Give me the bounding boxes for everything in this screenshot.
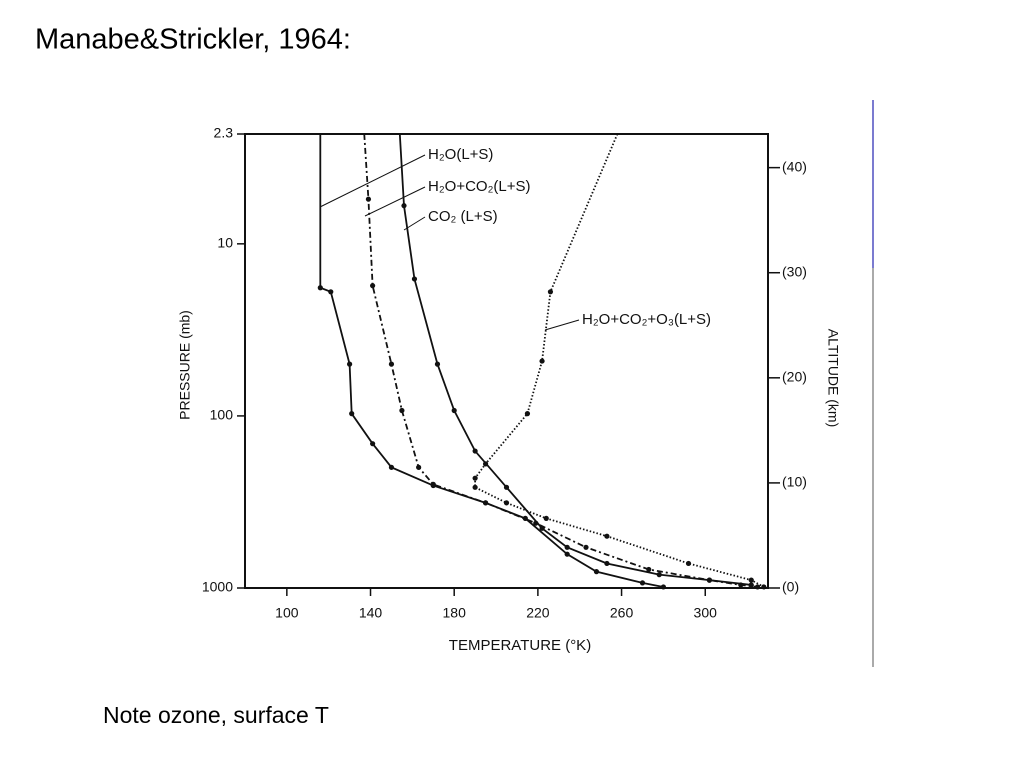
- x-tick-label: 100: [275, 605, 299, 621]
- data-point: [347, 361, 353, 367]
- data-point: [656, 572, 662, 578]
- series-label: H₂O(L+S): [428, 146, 493, 163]
- data-point: [401, 203, 407, 209]
- data-point: [434, 361, 441, 367]
- data-point: [503, 500, 510, 506]
- data-point: [472, 475, 478, 481]
- y2-tick-label: (40): [782, 158, 807, 174]
- data-point: [365, 196, 372, 202]
- data-point: [646, 566, 652, 573]
- slide-title: Manabe&Strickler, 1964:: [35, 24, 351, 56]
- leader-line: [403, 216, 426, 231]
- x-axis-label: TEMPERATURE (°K): [449, 637, 591, 654]
- data-point: [593, 569, 600, 575]
- data-point: [524, 411, 531, 417]
- y-tick-label: 100: [210, 407, 234, 423]
- series-label: CO₂ (L+S): [428, 208, 498, 225]
- data-point: [583, 544, 589, 550]
- series-label: H₂O+CO₂(L+S): [428, 178, 531, 195]
- data-point: [388, 361, 395, 367]
- slide-note: Note ozone, surface T: [103, 702, 329, 728]
- data-point: [748, 582, 754, 588]
- series-line: [363, 133, 758, 588]
- series-line: [474, 133, 765, 588]
- data-point: [399, 407, 405, 414]
- data-point: [539, 358, 545, 364]
- data-point: [761, 584, 767, 590]
- data-point: [370, 441, 376, 447]
- data-point: [748, 577, 754, 583]
- x-tick-label: 140: [359, 605, 383, 621]
- data-point: [370, 283, 376, 289]
- data-point: [706, 577, 713, 583]
- data-point: [482, 461, 489, 467]
- y-tick-label: 2.3: [214, 125, 234, 141]
- series-line: [319, 134, 664, 588]
- y-tick-label: 10: [217, 235, 233, 251]
- data-point: [564, 551, 570, 557]
- data-point: [349, 411, 355, 417]
- y2-tick-label: (0): [782, 579, 799, 595]
- data-point: [317, 285, 323, 291]
- x-tick-label: 180: [443, 605, 467, 621]
- data-point: [639, 580, 646, 586]
- data-point: [430, 481, 436, 487]
- series-label: H₂O+CO₂+O₃(L+S): [582, 311, 711, 328]
- data-point: [472, 484, 478, 490]
- leader-line: [364, 186, 426, 217]
- data-point: [547, 289, 554, 295]
- data-point: [503, 484, 510, 490]
- data-point: [660, 584, 667, 590]
- y2-tick-label: (20): [782, 369, 807, 385]
- data-point: [482, 500, 489, 506]
- data-point: [564, 544, 570, 550]
- plot-frame: [244, 133, 769, 589]
- y2-axis-label: ALTITUDE (km): [825, 329, 841, 428]
- data-point: [543, 515, 549, 521]
- y-tick-label: 1000: [202, 579, 233, 595]
- data-point: [754, 584, 761, 590]
- data-point: [416, 464, 422, 470]
- leader-line: [319, 154, 426, 208]
- y2-tick-label: (10): [782, 474, 807, 490]
- data-point: [411, 276, 418, 282]
- y2-tick-label: (30): [782, 263, 807, 279]
- data-point: [539, 525, 545, 531]
- x-tick-label: 300: [694, 605, 718, 621]
- data-point: [328, 289, 334, 295]
- data-point: [451, 407, 457, 414]
- leader-line: [544, 319, 580, 331]
- data-point: [604, 560, 610, 567]
- data-point: [685, 560, 692, 567]
- data-point: [522, 515, 528, 521]
- data-point: [604, 533, 610, 539]
- data-point: [472, 448, 478, 454]
- x-tick-label: 260: [610, 605, 634, 621]
- y-axis-label: PRESSURE (mb): [177, 310, 193, 420]
- x-tick-label: 220: [526, 605, 550, 621]
- series-line: [398, 133, 752, 586]
- data-point: [388, 464, 395, 470]
